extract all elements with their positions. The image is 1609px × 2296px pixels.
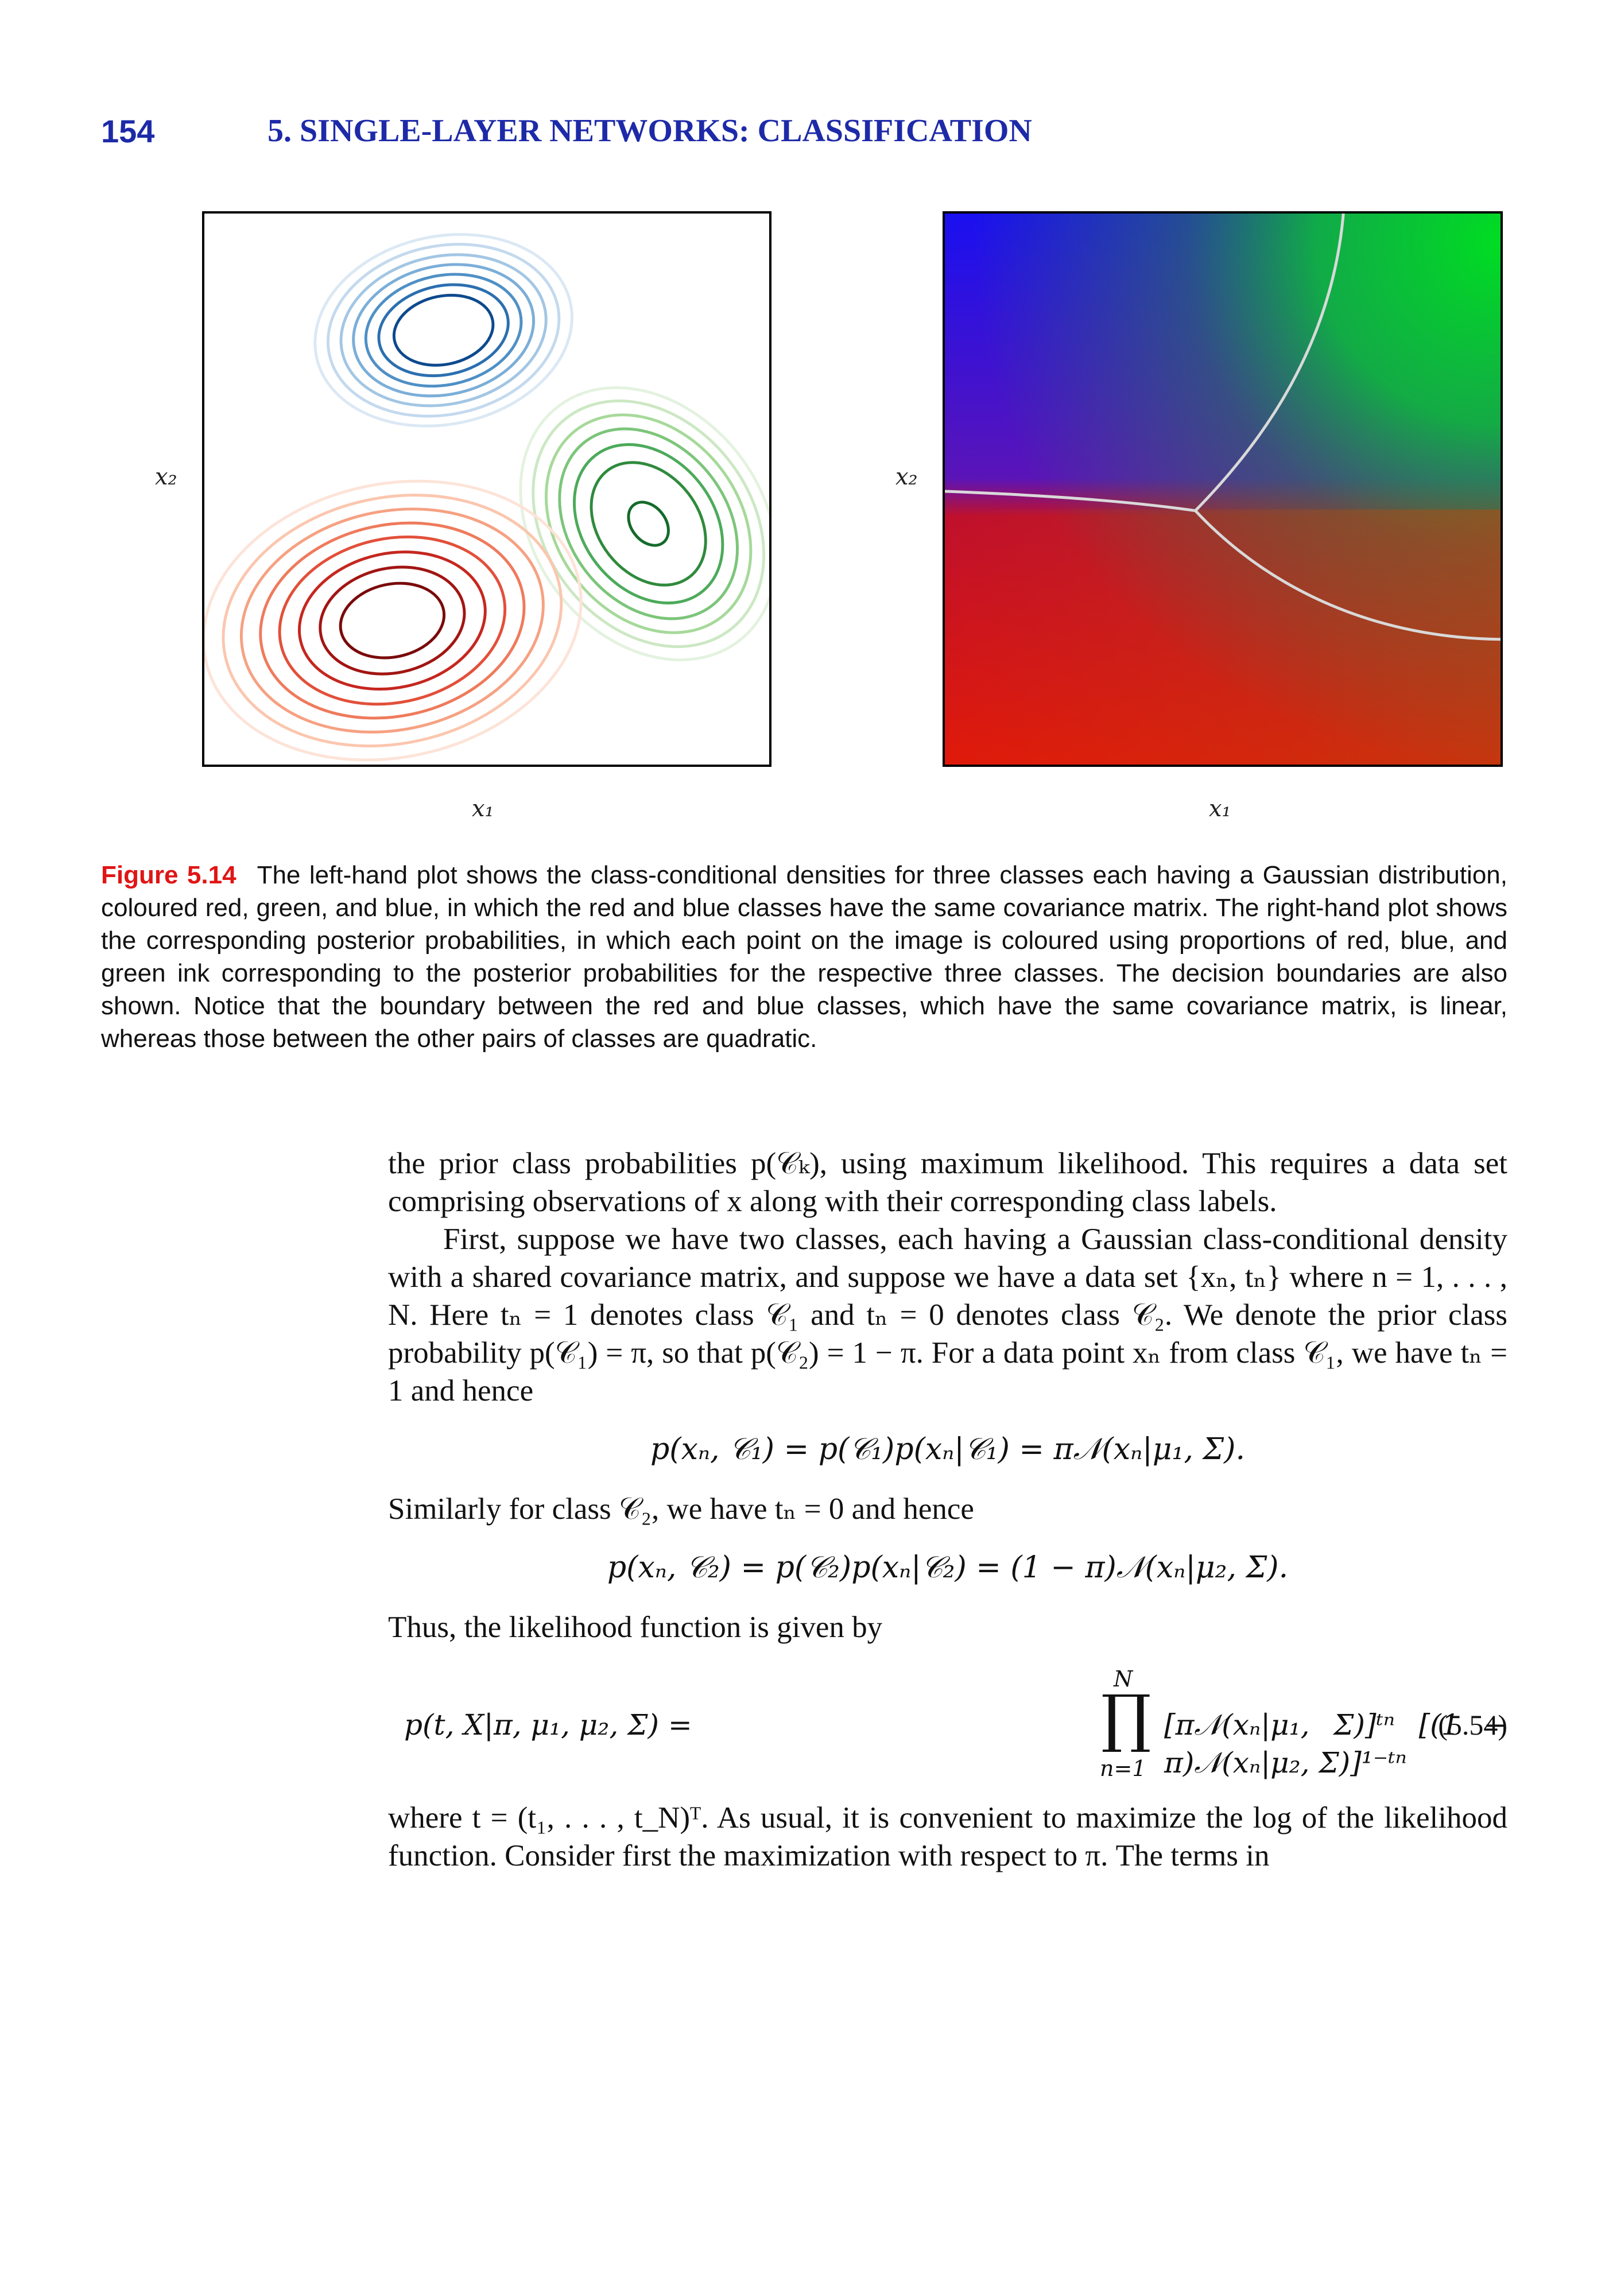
blue-contour-3 [339, 253, 548, 408]
green-contour-4 [558, 427, 739, 620]
red-contour-5 [278, 535, 507, 706]
green-contour-5 [572, 443, 724, 604]
likelihood-lhs: p(t, X|π, μ₁, μ₂, Σ) = [404, 1708, 692, 1742]
left-plot-xlabel: x₁ [472, 796, 494, 822]
green-contour-3 [544, 413, 753, 634]
equation-5-54: p(t, X|π, μ₁, μ₂, Σ) = N ∏ n=1 [π𝒩(xₙ|μ₁… [388, 1663, 1507, 1784]
green-class-contours [519, 386, 769, 662]
body-text: the prior class probabilities p(𝒞ₖ), usi… [388, 1145, 1507, 1875]
paragraph-5: where t = (t₁, . . . , t_N)ᵀ. As usual, … [388, 1801, 1507, 1872]
red-green-boundary [1194, 509, 1501, 641]
blue-class-contours [313, 233, 573, 428]
red-contour-4 [259, 521, 526, 720]
blue-contour-1 [313, 233, 573, 428]
product-upper-limit: N [1114, 1666, 1133, 1692]
paragraph-3: Similarly for class 𝒞₂, we have tₙ = 0 a… [388, 1492, 974, 1526]
page-number: 154 [101, 113, 155, 149]
left-plot-ylabel: x₂ [155, 464, 177, 490]
density-contours-svg [204, 233, 769, 762]
posterior-probability-plot [943, 211, 1503, 767]
product-symbol: ∏ [1101, 1681, 1151, 1755]
equation-joint-c2: p(xₙ, 𝒞₂) = p(𝒞₂)p(xₙ|𝒞₂) = (1 − π)𝒩(xₙ|… [607, 1550, 1289, 1585]
class-conditional-density-plot [202, 211, 771, 767]
figure-caption: Figure 5.14 The left-hand plot shows the … [101, 859, 1507, 1055]
red-contour-7 [319, 565, 466, 676]
equation-number: (5.54) [1438, 1709, 1507, 1741]
paragraph-1: the prior class probabilities p(𝒞ₖ), usi… [388, 1147, 1507, 1218]
figure-label: Figure 5.14 [101, 861, 236, 889]
running-header: 154 5. SINGLE-LAYER NETWORKS: CLASSIFICA… [101, 113, 1507, 153]
right-plot-xlabel: x₁ [1209, 796, 1231, 822]
product-lower-limit: n=1 [1100, 1756, 1146, 1781]
chapter-title: 5. SINGLE-LAYER NETWORKS: CLASSIFICATION [267, 113, 1032, 149]
blue-contour-7 [392, 293, 495, 367]
paragraph-2: First, suppose we have two classes, each… [388, 1223, 1507, 1407]
paragraph-4: Thus, the likelihood function is given b… [388, 1611, 883, 1644]
blue-contour-6 [377, 283, 510, 378]
blue-contour-2 [326, 243, 561, 418]
red-contour-3 [239, 507, 545, 734]
right-plot-ylabel: x₂ [895, 464, 918, 490]
blue-green-boundary [1194, 214, 1345, 512]
green-contour-2 [532, 399, 766, 649]
green-contour-7 [627, 501, 670, 547]
red-class-contours [204, 479, 583, 762]
likelihood-rhs: [π𝒩(xₙ|μ₁, Σ)]ᵗⁿ [(1 − π)𝒩(xₙ|μ₂, Σ)]¹⁻ᵗ… [1164, 1708, 1507, 1779]
green-contour-6 [590, 461, 707, 587]
red-contour-2 [222, 494, 563, 748]
red-contour-8 [339, 581, 446, 660]
blue-contour-4 [352, 263, 536, 398]
red-contour-1 [204, 479, 583, 762]
green-contour-1 [519, 386, 769, 662]
red-blue-boundary [945, 490, 1196, 513]
posterior-lower-right-overlay [945, 509, 1501, 765]
red-contour-6 [297, 550, 487, 691]
decision-boundaries [945, 214, 1501, 641]
caption-text: The left-hand plot shows the class-condi… [101, 861, 1508, 1053]
blue-contour-5 [364, 273, 523, 388]
posterior-image-svg [945, 214, 1501, 765]
equation-joint-c1: p(xₙ, 𝒞₁) = p(𝒞₁)p(xₙ|𝒞₁) = π𝒩(xₙ|μ₁, Σ)… [650, 1432, 1245, 1467]
